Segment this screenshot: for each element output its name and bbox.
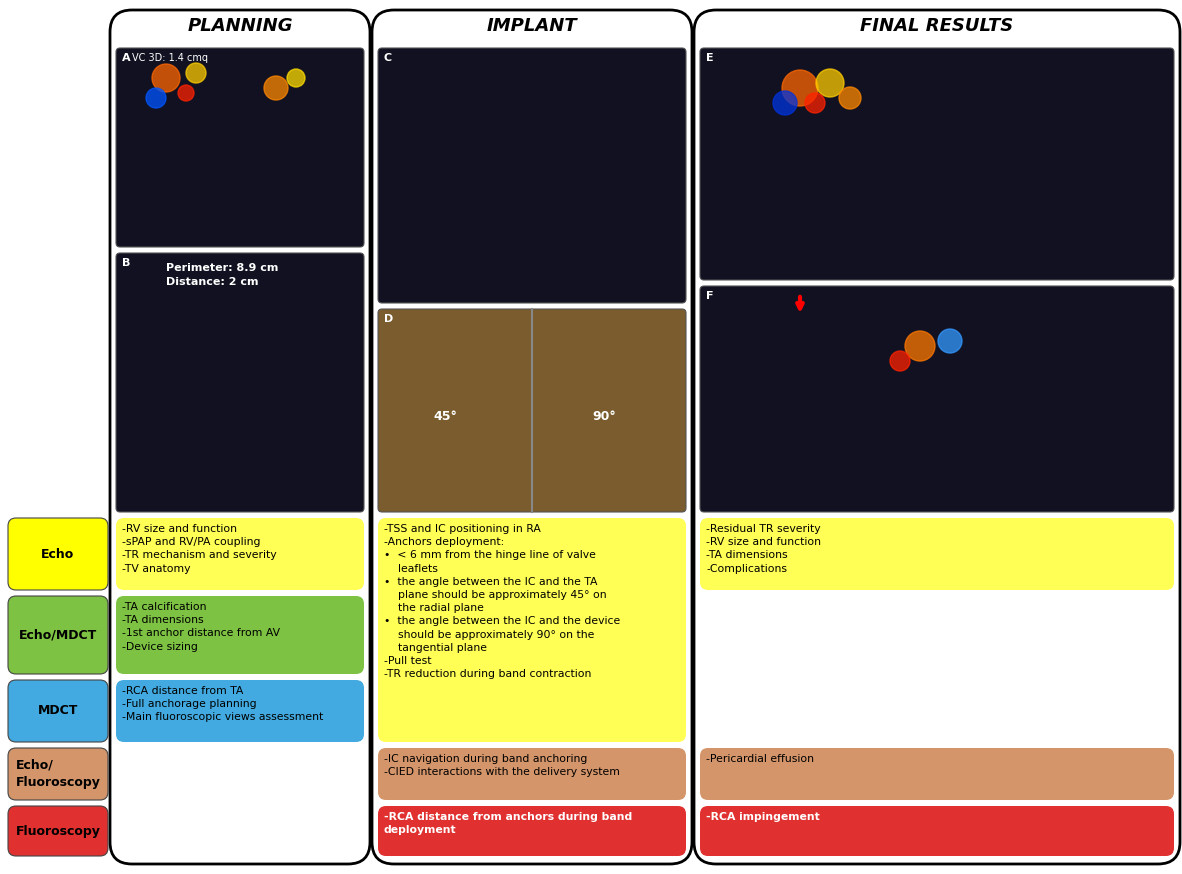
- Circle shape: [782, 70, 818, 106]
- Text: -RCA impingement: -RCA impingement: [706, 812, 820, 822]
- Text: Perimeter: 8.9 cm: Perimeter: 8.9 cm: [165, 263, 279, 273]
- Text: Echo/MDCT: Echo/MDCT: [19, 628, 97, 642]
- Text: VC 3D: 1.4 cmq: VC 3D: 1.4 cmq: [132, 53, 208, 63]
- Text: D: D: [384, 314, 394, 324]
- Circle shape: [186, 63, 206, 83]
- Text: -RCA distance from anchors during band
deployment: -RCA distance from anchors during band d…: [384, 812, 632, 836]
- Circle shape: [287, 69, 305, 87]
- Text: IMPLANT: IMPLANT: [487, 17, 577, 35]
- FancyBboxPatch shape: [8, 806, 108, 856]
- FancyBboxPatch shape: [700, 806, 1174, 856]
- Circle shape: [805, 93, 825, 113]
- Circle shape: [839, 87, 860, 109]
- FancyBboxPatch shape: [8, 596, 108, 674]
- FancyBboxPatch shape: [116, 48, 364, 247]
- Text: -RCA distance from TA
-Full anchorage planning
-Main fluoroscopic views assessme: -RCA distance from TA -Full anchorage pl…: [122, 686, 323, 723]
- FancyBboxPatch shape: [700, 48, 1174, 280]
- Text: MDCT: MDCT: [38, 704, 78, 718]
- FancyBboxPatch shape: [378, 309, 686, 512]
- Text: -TSS and IC positioning in RA
-Anchors deployment:
•  < 6 mm from the hinge line: -TSS and IC positioning in RA -Anchors d…: [384, 524, 621, 679]
- Circle shape: [939, 329, 962, 353]
- Text: -Residual TR severity
-RV size and function
-TA dimensions
-Complications: -Residual TR severity -RV size and funct…: [706, 524, 821, 573]
- Circle shape: [147, 88, 165, 108]
- FancyBboxPatch shape: [372, 10, 691, 864]
- Circle shape: [773, 91, 797, 115]
- FancyBboxPatch shape: [700, 748, 1174, 800]
- FancyBboxPatch shape: [694, 10, 1180, 864]
- Text: -IC navigation during band anchoring
-CIED interactions with the delivery system: -IC navigation during band anchoring -CI…: [384, 754, 619, 777]
- Text: FINAL RESULTS: FINAL RESULTS: [860, 17, 1014, 35]
- FancyBboxPatch shape: [116, 680, 364, 742]
- FancyBboxPatch shape: [116, 518, 364, 590]
- FancyBboxPatch shape: [378, 806, 686, 856]
- Text: F: F: [706, 291, 714, 301]
- FancyBboxPatch shape: [8, 680, 108, 742]
- Text: -TA calcification
-TA dimensions
-1st anchor distance from AV
-Device sizing: -TA calcification -TA dimensions -1st an…: [122, 602, 280, 652]
- FancyBboxPatch shape: [378, 48, 686, 303]
- Text: 45°: 45°: [433, 410, 457, 423]
- FancyBboxPatch shape: [700, 518, 1174, 590]
- Text: B: B: [122, 258, 130, 268]
- FancyBboxPatch shape: [700, 286, 1174, 512]
- FancyBboxPatch shape: [116, 253, 364, 512]
- FancyBboxPatch shape: [110, 10, 370, 864]
- FancyBboxPatch shape: [8, 748, 108, 800]
- FancyBboxPatch shape: [8, 518, 108, 590]
- Text: Fluoroscopy: Fluoroscopy: [15, 824, 100, 837]
- Text: -Pericardial effusion: -Pericardial effusion: [706, 754, 814, 764]
- Text: E: E: [706, 53, 714, 63]
- FancyBboxPatch shape: [116, 596, 364, 674]
- Text: Echo: Echo: [41, 547, 74, 560]
- Text: PLANNING: PLANNING: [187, 17, 293, 35]
- Text: Echo/
Fluoroscopy: Echo/ Fluoroscopy: [15, 759, 100, 789]
- Circle shape: [152, 64, 180, 92]
- Circle shape: [264, 76, 288, 100]
- FancyBboxPatch shape: [378, 518, 686, 742]
- FancyBboxPatch shape: [378, 748, 686, 800]
- Circle shape: [905, 331, 935, 361]
- Circle shape: [178, 85, 194, 101]
- Text: C: C: [384, 53, 392, 63]
- Text: -RV size and function
-sPAP and RV/PA coupling
-TR mechanism and severity
-TV an: -RV size and function -sPAP and RV/PA co…: [122, 524, 277, 573]
- Circle shape: [816, 69, 844, 97]
- Circle shape: [890, 351, 910, 371]
- Text: 90°: 90°: [592, 410, 616, 423]
- Text: Distance: 2 cm: Distance: 2 cm: [165, 277, 259, 287]
- Text: A: A: [122, 53, 131, 63]
